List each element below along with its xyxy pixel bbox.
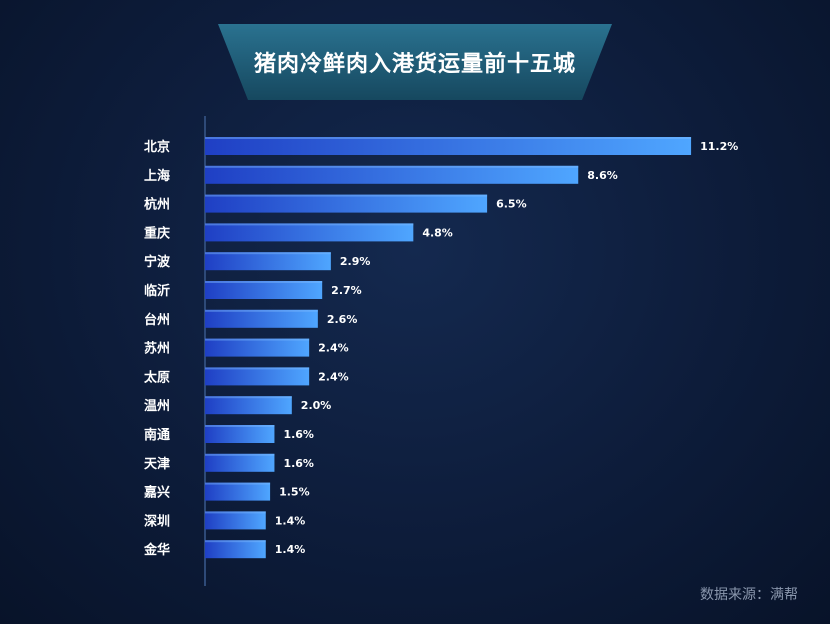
category-label: 上海 <box>144 168 170 184</box>
value-label: 6.5% <box>496 198 527 211</box>
value-label: 2.9% <box>340 255 371 268</box>
bar-highlight <box>205 396 292 399</box>
bar-highlight <box>205 309 318 312</box>
value-label: 1.4% <box>275 543 306 556</box>
value-label: 1.5% <box>279 486 310 499</box>
bar-highlight <box>205 540 266 543</box>
bar <box>205 281 323 299</box>
category-label: 嘉兴 <box>143 485 170 501</box>
bar-highlight <box>205 281 323 283</box>
bar <box>205 165 579 184</box>
category-label: 宁波 <box>144 254 171 270</box>
bar-highlight <box>205 165 579 168</box>
value-label: 2.0% <box>301 399 332 412</box>
chart-title: 猪肉冷鲜肉入港货运量前十五城 <box>253 52 576 77</box>
bar-highlight <box>205 453 275 456</box>
category-label: 北京 <box>144 139 170 155</box>
title-banner-shape <box>218 24 612 100</box>
value-label: 1.6% <box>283 428 314 441</box>
category-label: 杭州 <box>144 197 170 213</box>
bar-highlight <box>205 367 310 370</box>
category-label: 太原 <box>143 369 170 385</box>
category-label: 苏州 <box>144 341 170 357</box>
bar-highlight <box>205 252 331 255</box>
bar <box>205 367 310 386</box>
value-label: 2.6% <box>327 313 358 326</box>
category-label: 深圳 <box>144 513 170 529</box>
bar <box>205 453 275 472</box>
bar <box>205 309 318 328</box>
bar <box>205 511 266 530</box>
bar-highlight <box>205 223 414 226</box>
value-label: 4.8% <box>422 226 453 239</box>
bar-highlight <box>205 194 488 197</box>
category-label: 南通 <box>144 427 170 443</box>
bar <box>205 223 414 242</box>
category-label: 重庆 <box>144 225 170 241</box>
category-label: 金华 <box>143 542 170 558</box>
bar-highlight <box>205 511 266 514</box>
category-label: 天津 <box>144 456 170 472</box>
bar <box>205 425 275 443</box>
bar <box>205 482 271 501</box>
bar-highlight <box>205 137 692 139</box>
bar <box>205 194 488 213</box>
bar-highlight <box>205 482 271 485</box>
bar <box>205 396 292 415</box>
bar-highlight <box>205 338 310 341</box>
category-label: 温州 <box>144 399 170 414</box>
value-label: 8.6% <box>587 169 618 182</box>
value-label: 1.4% <box>275 514 306 527</box>
value-label: 2.4% <box>318 342 349 355</box>
bar-highlight <box>205 425 275 427</box>
data-source-note: 数据来源：满帮 <box>700 587 798 603</box>
bar <box>205 338 310 357</box>
value-label: 2.4% <box>318 370 349 383</box>
value-label: 2.7% <box>331 284 362 297</box>
category-label: 临沂 <box>144 283 170 299</box>
title-banner: 猪肉冷鲜肉入港货运量前十五城 <box>218 24 612 100</box>
value-label: 1.6% <box>283 457 314 470</box>
category-label: 台州 <box>144 312 170 328</box>
value-label: 11.2% <box>700 140 738 153</box>
bar <box>205 252 331 271</box>
bar <box>205 137 692 155</box>
bar <box>205 540 266 559</box>
